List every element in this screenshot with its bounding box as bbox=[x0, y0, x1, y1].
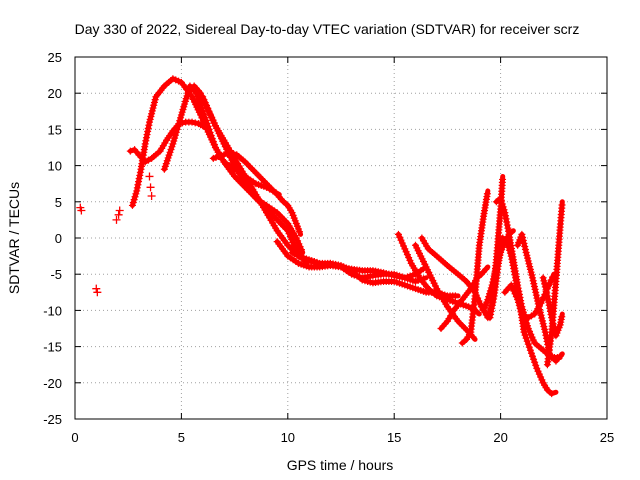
x-tick-label: 0 bbox=[71, 430, 78, 445]
y-tick-label: -10 bbox=[43, 303, 62, 318]
plot-area bbox=[76, 75, 566, 398]
data-point bbox=[92, 284, 101, 293]
x-tick-label: 15 bbox=[387, 430, 401, 445]
data-point bbox=[146, 183, 155, 192]
axis-ticks: 0 5 10 15 20 25 -25 -20 -15 -10 -5 0 5 10 15 20 25 bbox=[43, 50, 614, 445]
y-tick-label: 0 bbox=[55, 231, 62, 246]
y-axis-label: SDTVAR / TECUs bbox=[6, 182, 22, 294]
data-point bbox=[115, 206, 124, 215]
x-tick-label: 10 bbox=[281, 430, 295, 445]
y-tick-label: -20 bbox=[43, 376, 62, 391]
data-point bbox=[93, 288, 102, 297]
gridlines bbox=[75, 57, 607, 419]
data-point bbox=[112, 215, 121, 224]
y-tick-label: 25 bbox=[48, 50, 62, 65]
x-tick-label: 20 bbox=[493, 430, 507, 445]
x-tick-label: 5 bbox=[178, 430, 185, 445]
series-markers-arc-6 bbox=[209, 149, 304, 236]
series-markers-arc-14 bbox=[458, 190, 491, 347]
series-trace-arc-1 bbox=[129, 76, 282, 208]
x-axis-label: GPS time / hours bbox=[287, 457, 394, 473]
y-tick-label: 10 bbox=[48, 159, 62, 174]
x-tick-label: 25 bbox=[600, 430, 614, 445]
y-tick-label: -25 bbox=[43, 412, 62, 427]
plot-frame bbox=[74, 56, 608, 420]
series-markers-arc-10 bbox=[394, 230, 481, 316]
data-point bbox=[145, 172, 154, 181]
y-tick-label: 15 bbox=[48, 122, 62, 137]
data-point bbox=[114, 210, 123, 219]
y-tick-label: 5 bbox=[55, 195, 62, 210]
chart-title: Day 330 of 2022, Sidereal Day-to-day VTE… bbox=[75, 21, 580, 37]
y-tick-label: -15 bbox=[43, 340, 62, 355]
series-markers-arc-12 bbox=[411, 241, 477, 341]
y-tick-label: -5 bbox=[50, 267, 62, 282]
series-markers-arc-21 bbox=[543, 201, 566, 369]
y-tick-label: 20 bbox=[48, 86, 62, 101]
data-point bbox=[77, 206, 86, 215]
data-point bbox=[147, 192, 156, 201]
